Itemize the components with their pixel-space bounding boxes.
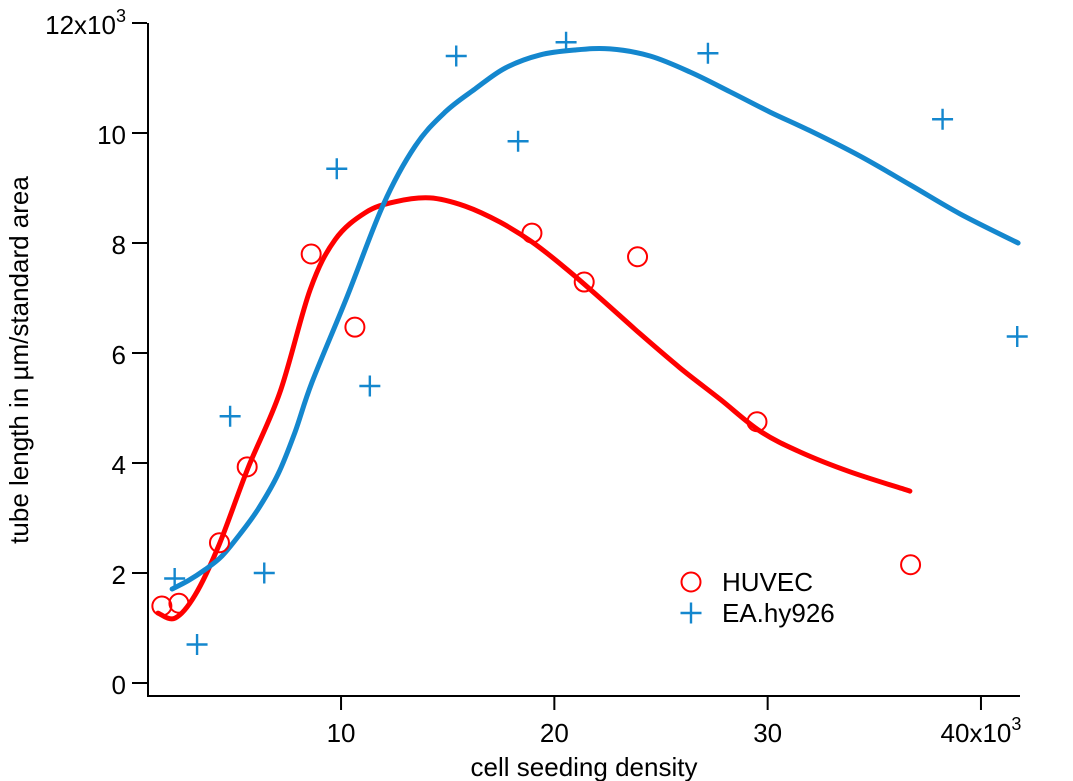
huvec-point	[746, 411, 768, 433]
huvec-point	[300, 243, 322, 265]
huvec-point	[236, 456, 258, 478]
ea-hy926-point	[507, 130, 529, 152]
huvec-point	[521, 222, 543, 244]
tick-marks-and-labels: 10 20 30 40x103 0 2 4 6 8 10 12x103	[45, 6, 1021, 748]
ea-hy926-point	[359, 375, 381, 397]
huvec-fit-curve	[155, 195, 913, 622]
ea-hy926-fit-curve	[169, 45, 1021, 592]
y-tick-label: 10	[97, 120, 126, 150]
huvec-point	[627, 246, 649, 268]
data-points	[151, 31, 1028, 655]
ea-hy926-point	[219, 405, 241, 427]
huvec-point	[573, 271, 595, 293]
y-tick-label: 4	[112, 450, 126, 480]
huvec-point	[208, 532, 230, 554]
legend-label-ea-hy926: EA.hy926	[722, 598, 835, 628]
ea-hy926-point	[326, 158, 348, 180]
ea-hy926-point	[253, 562, 275, 584]
y-tick-label: 2	[112, 560, 126, 590]
legend-label-huvec: HUVEC	[722, 567, 813, 597]
huvec-point	[151, 595, 173, 617]
x-axis-title: cell seeding density	[471, 752, 698, 781]
y-tick-label: 12x103	[45, 6, 126, 40]
ea-hy926-point	[697, 42, 719, 64]
huvec-point	[344, 316, 366, 338]
y-tick-label: 0	[112, 670, 126, 700]
ea-hy926-point	[555, 31, 577, 53]
x-tick-label: 30	[753, 718, 782, 748]
ea-hy926-point	[164, 568, 186, 589]
axes	[147, 23, 1020, 697]
x-tick-label: 40x103	[941, 714, 1022, 748]
y-tick-label: 8	[112, 230, 126, 260]
y-tick-label: 6	[112, 340, 126, 370]
ea-hy926-point	[1006, 326, 1028, 347]
legend-marker-ea-hy926	[680, 602, 702, 624]
huvec-point	[900, 554, 922, 576]
ea-hy926-point	[445, 45, 467, 67]
ea-hy926-point	[186, 634, 208, 655]
legend-marker-huvec	[680, 571, 702, 593]
y-axis-title: tube length in µm/standard area	[4, 176, 34, 544]
huvec-point	[168, 592, 190, 614]
x-tick-label: 20	[540, 718, 569, 748]
x-tick-label: 10	[327, 718, 356, 748]
ea-hy926-point	[932, 108, 954, 130]
fit-curves	[155, 45, 1021, 622]
